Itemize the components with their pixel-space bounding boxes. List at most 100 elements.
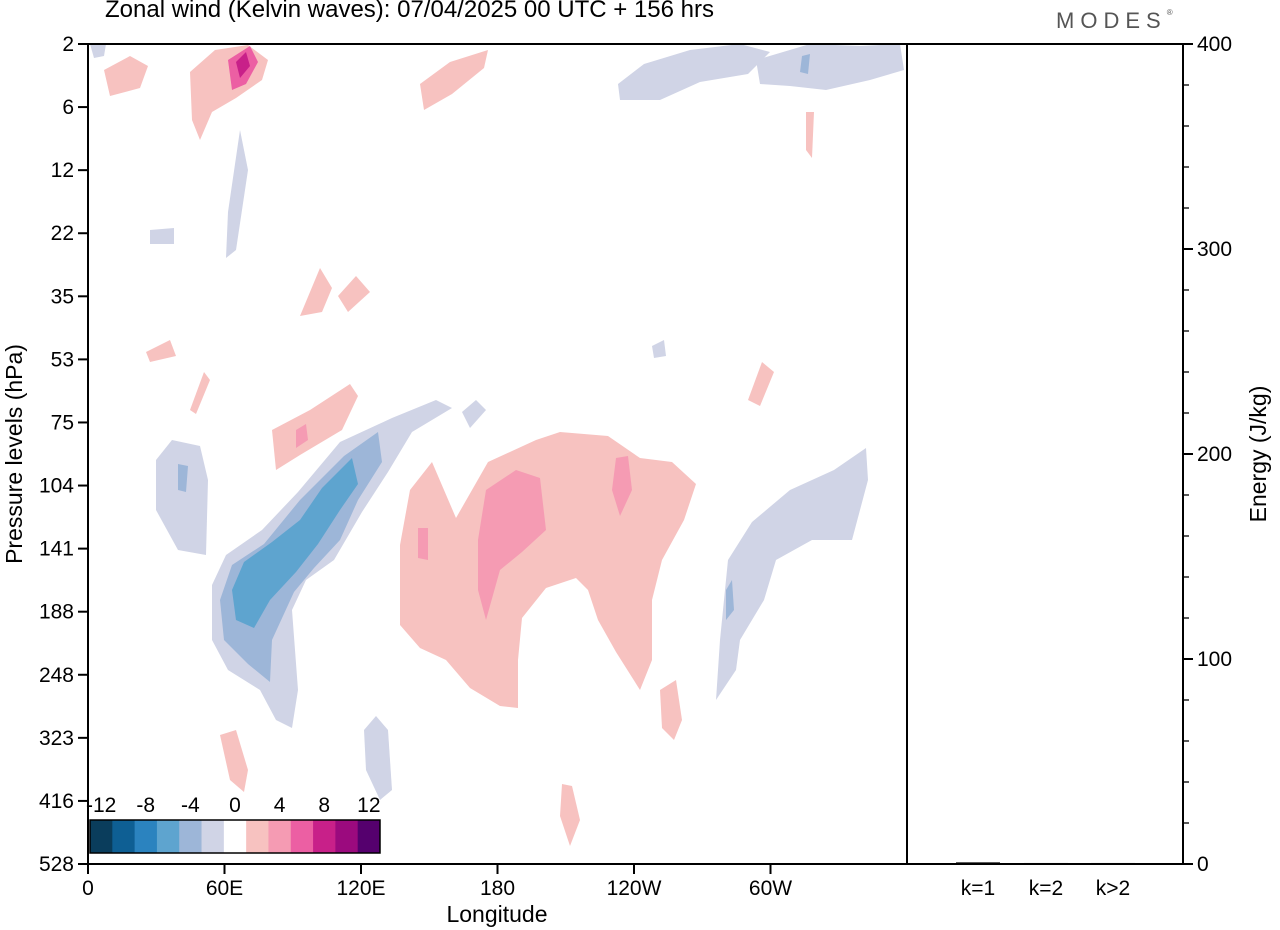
brand-name: MODES	[1056, 8, 1167, 33]
colorbar-tick-label: -12	[86, 794, 116, 817]
pressure-tick-label: 104	[39, 475, 74, 498]
energy-tick-label: 100	[1197, 648, 1232, 671]
contour-positive-strat-4	[806, 112, 814, 158]
energy-tick-label: 300	[1197, 238, 1232, 261]
pressure-tick-label: 6	[62, 96, 74, 119]
pressure-tick-label: 75	[51, 411, 74, 434]
contour-negative-mid-1	[462, 400, 486, 428]
colorbar-swatch	[156, 820, 180, 853]
colorbar-swatch	[223, 820, 247, 853]
pressure-tick-label: 141	[39, 538, 74, 561]
pressure-tick-label: 188	[39, 601, 74, 624]
contour-positive-4	[478, 470, 546, 620]
contour-negative-strat-3	[90, 44, 106, 58]
energy-category-label: k=2	[1029, 877, 1063, 900]
contour-positive-upper	[272, 384, 358, 470]
colorbar-frame	[89, 819, 381, 854]
pressure-tick-label: 2	[62, 33, 74, 56]
pressure-tick-label: 248	[39, 664, 74, 687]
energy-bar	[956, 862, 1000, 864]
contour-positive-strat-peak	[236, 52, 250, 78]
contour-positive-mid-5	[190, 372, 210, 414]
colorbar-tick-label: 12	[357, 794, 380, 817]
energy-bars: k=1 k=2 k>2	[956, 862, 1135, 900]
colorbar-swatch	[313, 820, 336, 853]
colorbar-swatch	[179, 820, 202, 853]
pressure-tick-label: 528	[39, 853, 74, 876]
colorbar-swatch	[112, 820, 136, 853]
energy-category-label: k>2	[1096, 877, 1130, 900]
contour-negative-low-1	[364, 716, 392, 800]
contour-positive-mid-4	[748, 362, 774, 406]
contour-positive-mid-3	[146, 340, 176, 362]
y-axis-title: Pressure levels (hPa)	[1, 344, 27, 564]
contour-positive-low-2	[220, 730, 248, 792]
energy-axis-title: Energy (J/kg)	[1245, 386, 1271, 523]
colorbar-tick-label: -8	[136, 794, 155, 817]
energy-tick-label: 200	[1197, 443, 1232, 466]
contour-negative-east	[716, 448, 868, 700]
energy-bar	[1091, 862, 1135, 865]
x-axis-title: Longitude	[446, 901, 547, 927]
energy-tick-label: 0	[1197, 853, 1209, 876]
main-plot-frame	[87, 43, 908, 865]
pressure-tick-label: 53	[51, 348, 74, 371]
colorbar-tick-label: -4	[181, 794, 200, 817]
contour-negative-strat-1	[618, 44, 770, 100]
contour-positive-4-east	[418, 528, 428, 560]
longitude-tick-label: 120W	[607, 877, 662, 900]
contour-negative-west	[156, 440, 208, 555]
colorbar-tick-label: 4	[274, 794, 286, 817]
chart-title: Zonal wind (Kelvin waves): 07/04/2025 00…	[105, 0, 714, 23]
contour-positive-mid-1	[300, 268, 332, 316]
pressure-tick-label: 323	[39, 727, 74, 750]
energy-tick-label: 400	[1197, 33, 1232, 56]
longitude-tick-label: 60E	[206, 877, 243, 900]
pressure-tick-label: 12	[51, 159, 74, 182]
colorbar-swatch	[290, 820, 314, 853]
contour-positive-low-1	[660, 680, 682, 740]
contour-negative-2	[212, 400, 452, 728]
contour-positive-upper-core	[296, 424, 308, 448]
colorbar-swatch	[90, 820, 113, 853]
colorbar: -12 -8 -4 0 4 8 12	[86, 794, 381, 854]
longitude-tick-label: 180	[480, 877, 515, 900]
contour-negative-strat-core	[800, 54, 810, 74]
brand-registered-mark: ®	[1166, 8, 1173, 17]
longitude-tick-label: 60W	[749, 877, 792, 900]
pressure-tick-label: 22	[51, 222, 74, 245]
energy-bar	[1024, 862, 1068, 865]
pressure-axis: 2 6 12 22 35 53 75 104 141 188 248 323 416 528	[39, 33, 88, 876]
contour-negative-mid-2	[652, 340, 666, 358]
longitude-axis: 0 60E 120E 180 120W 60W	[82, 864, 792, 900]
colorbar-tick-label: 0	[229, 794, 241, 817]
colorbar-tick-label: 8	[318, 794, 330, 817]
energy-axis: 0 100 200 300 400	[1183, 33, 1232, 876]
contour-positive-strat-1	[104, 56, 148, 96]
colorbar-swatch	[268, 820, 292, 853]
contour-positive-low-3	[560, 784, 580, 846]
colorbar-swatch	[357, 820, 381, 853]
colorbar-swatch	[201, 820, 225, 853]
contour-positive-4-small	[612, 456, 632, 516]
colorbar-swatch	[134, 820, 158, 853]
energy-category-label: k=1	[961, 877, 995, 900]
colorbar-swatch	[335, 820, 359, 853]
brand-logo: MODES®	[1056, 8, 1173, 34]
contour-positive-mid-2	[338, 276, 370, 312]
contour-positive-2	[400, 432, 696, 708]
contour-negative-strat-4	[226, 130, 248, 258]
wind-contour-field	[90, 44, 904, 846]
contour-positive-strat-3	[420, 50, 488, 110]
pressure-tick-label: 416	[39, 790, 74, 813]
longitude-tick-label: 0	[82, 877, 94, 900]
longitude-tick-label: 120E	[336, 877, 385, 900]
contour-negative-strat-5	[150, 228, 174, 244]
contour-negative-strat-2	[756, 44, 904, 90]
contour-negative-east-core	[726, 580, 734, 620]
contour-negative-6	[232, 458, 358, 628]
pressure-tick-label: 35	[51, 285, 74, 308]
contour-negative-west-core	[178, 464, 188, 492]
colorbar-swatch	[246, 820, 269, 853]
